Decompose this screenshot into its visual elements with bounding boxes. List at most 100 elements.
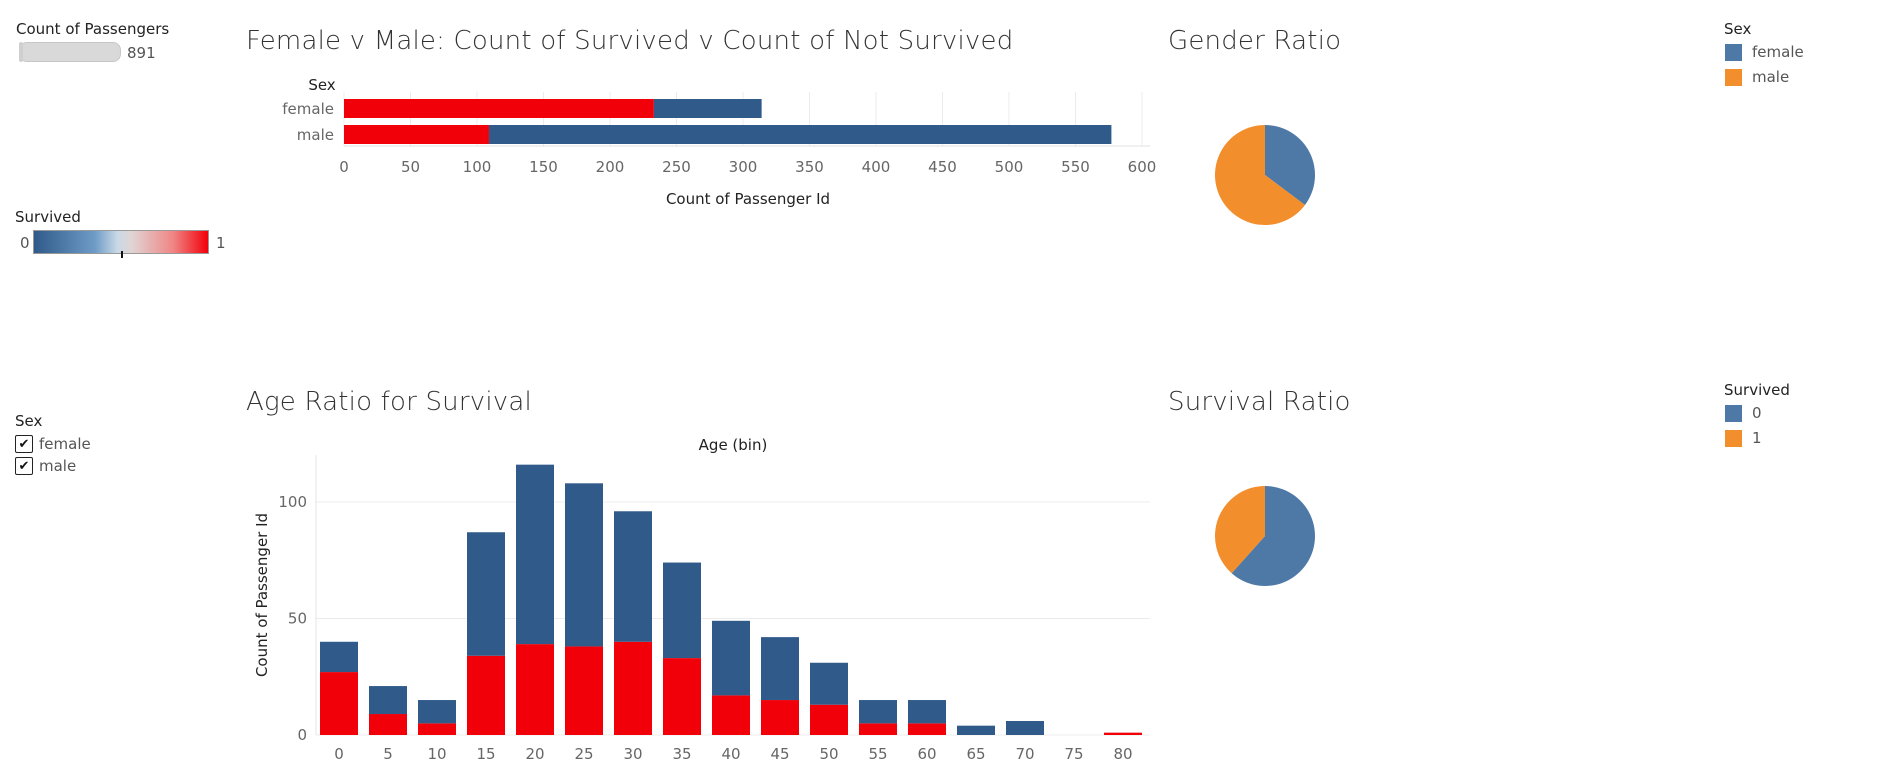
sex-bar-xtick: 100 <box>463 158 492 176</box>
age-bar-25-survived-0[interactable] <box>565 483 603 647</box>
age-bar-xtick: 60 <box>917 745 936 763</box>
age-bar-xtick: 45 <box>770 745 789 763</box>
age-bar-xtick: 75 <box>1064 745 1083 763</box>
age-bar-5-survived-0[interactable] <box>369 686 407 715</box>
sex-bar-xtick: 150 <box>529 158 558 176</box>
legend-swatch-female <box>1725 43 1742 61</box>
age-bar-65-survived-0[interactable] <box>957 725 995 735</box>
age-bar-60-survived-1[interactable] <box>908 723 946 735</box>
survival_pie-slice-0[interactable] <box>1231 486 1315 586</box>
age-bar-60-survived-0[interactable] <box>908 700 946 724</box>
scale-center-marker <box>121 251 123 258</box>
age-bar-40-survived-0[interactable] <box>712 620 750 696</box>
age-bar-20-survived-0[interactable] <box>516 464 554 645</box>
age-bar-70-survived-0[interactable] <box>1006 721 1044 735</box>
age-bar-ytick: 0 <box>297 726 307 744</box>
slider-handle-left[interactable] <box>19 42 23 62</box>
count-filter-title: Count of Passengers <box>16 20 170 38</box>
sex-filter-option-label: male <box>39 457 77 475</box>
sex-filter-title: Sex <box>15 412 43 430</box>
age-bar-15-survived-1[interactable] <box>467 655 505 735</box>
sex-bar-xtick: 600 <box>1128 158 1157 176</box>
sex-bar-xtick: 550 <box>1061 158 1090 176</box>
age-bar-10-survived-1[interactable] <box>418 723 456 735</box>
sex-bar-xtick: 450 <box>928 158 957 176</box>
sex-bar-xtick: 250 <box>662 158 691 176</box>
age-bar-30-survived-0[interactable] <box>614 511 652 642</box>
count-value: 891 <box>127 44 156 62</box>
checkbox-female[interactable]: ✔ <box>15 435 33 453</box>
sex-legend-title: Sex <box>1724 20 1752 38</box>
gender-pie <box>1215 125 1315 225</box>
age-bar-55-survived-0[interactable] <box>859 700 897 724</box>
legend-item-male: male <box>1725 68 1789 86</box>
age-bar-45-survived-0[interactable] <box>761 637 799 701</box>
survival_pie-slice-1[interactable] <box>1215 486 1265 574</box>
legend-label: 1 <box>1752 429 1762 447</box>
age-bar-xtick: 10 <box>427 745 446 763</box>
gender-ratio-title: Gender Ratio <box>1168 26 1342 56</box>
sex-bar-xtick: 0 <box>339 158 349 176</box>
age-bar-45-survived-1[interactable] <box>761 700 799 735</box>
age-bar-30-survived-1[interactable] <box>614 641 652 735</box>
checkbox-male[interactable]: ✔ <box>15 457 33 475</box>
count-slider[interactable] <box>19 42 121 62</box>
age-bar-50-survived-0[interactable] <box>810 662 848 705</box>
legend-label: male <box>1752 68 1790 86</box>
age-bar-35-survived-0[interactable] <box>663 562 701 659</box>
age-bar-40-survived-1[interactable] <box>712 695 750 735</box>
legend-item-0: 0 <box>1725 404 1762 422</box>
age-bar-50-survived-1[interactable] <box>810 704 848 735</box>
sex-bar-female-survived-0[interactable] <box>653 99 762 118</box>
age-bar-xtick: 70 <box>1015 745 1034 763</box>
age-column-header: Age (bin) <box>699 436 768 454</box>
survived-legend-title: Survived <box>1724 381 1790 399</box>
survived-color-ramp <box>33 230 209 258</box>
age-bar-xtick: 5 <box>383 745 393 763</box>
age-bar-ylabel: Count of Passenger Id <box>253 513 271 677</box>
age-bar-15-survived-0[interactable] <box>467 532 505 656</box>
age-bar-10-survived-0[interactable] <box>418 700 456 724</box>
age-bar-80-survived-1[interactable] <box>1104 732 1142 735</box>
age-bar-55-survived-1[interactable] <box>859 723 897 735</box>
age-bar-xtick: 80 <box>1113 745 1132 763</box>
age-bar-35-survived-1[interactable] <box>663 658 701 735</box>
sex-bar-title: Female v Male: Count of Survived v Count… <box>246 26 1014 56</box>
survival-ratio-title: Survival Ratio <box>1168 387 1351 417</box>
legend-item-1: 1 <box>1725 429 1762 447</box>
age-bar-xtick: 65 <box>966 745 985 763</box>
sex-filter-option-label: female <box>39 435 91 453</box>
sex-bar-xtick: 400 <box>862 158 891 176</box>
sex-filter-option-male[interactable]: ✔ male <box>15 457 76 475</box>
gender_pie-slice-female[interactable] <box>1265 125 1315 205</box>
age-bar-title: Age Ratio for Survival <box>246 387 532 417</box>
legend-label: female <box>1752 43 1804 61</box>
scale-min-label: 0 <box>20 234 30 252</box>
sex-bar-chart: Sex 0 50 100 150 200 250 300 350 400 450 500 550 600… <box>282 76 1157 208</box>
survived-scale-title: Survived <box>15 208 81 226</box>
sex-bar-male-survived-0[interactable] <box>488 125 1112 144</box>
sex-bar-female-survived-1[interactable] <box>344 99 654 118</box>
sex-filter-option-female[interactable]: ✔ female <box>15 435 91 453</box>
age-bar-20-survived-1[interactable] <box>516 644 554 735</box>
age-bar-ytick: 50 <box>288 609 307 627</box>
age-bar-0-survived-1[interactable] <box>320 672 358 735</box>
age-bar-xtick: 35 <box>672 745 691 763</box>
age-bar-xtick: 40 <box>721 745 740 763</box>
age-bar-xtick: 30 <box>623 745 642 763</box>
legend-swatch-male <box>1725 68 1742 86</box>
legend-swatch-1 <box>1725 429 1742 447</box>
age-bar-0-survived-0[interactable] <box>320 641 358 673</box>
sex-bar-xtick: 300 <box>729 158 758 176</box>
age-bar-xtick: 0 <box>334 745 344 763</box>
age-bar-xtick: 50 <box>819 745 838 763</box>
sex-bar-xtick: 350 <box>795 158 824 176</box>
age-bar-25-survived-1[interactable] <box>565 646 603 735</box>
gender_pie-slice-male[interactable] <box>1215 125 1306 225</box>
age-bar-xtick: 55 <box>868 745 887 763</box>
sex-bar-male-survived-1[interactable] <box>344 125 489 144</box>
sex-bar-xtick: 500 <box>995 158 1024 176</box>
sex-bar-xlabel: Count of Passenger Id <box>666 190 830 208</box>
age-bar-5-survived-1[interactable] <box>369 714 407 735</box>
sex-bar-category-label: male <box>297 126 334 144</box>
